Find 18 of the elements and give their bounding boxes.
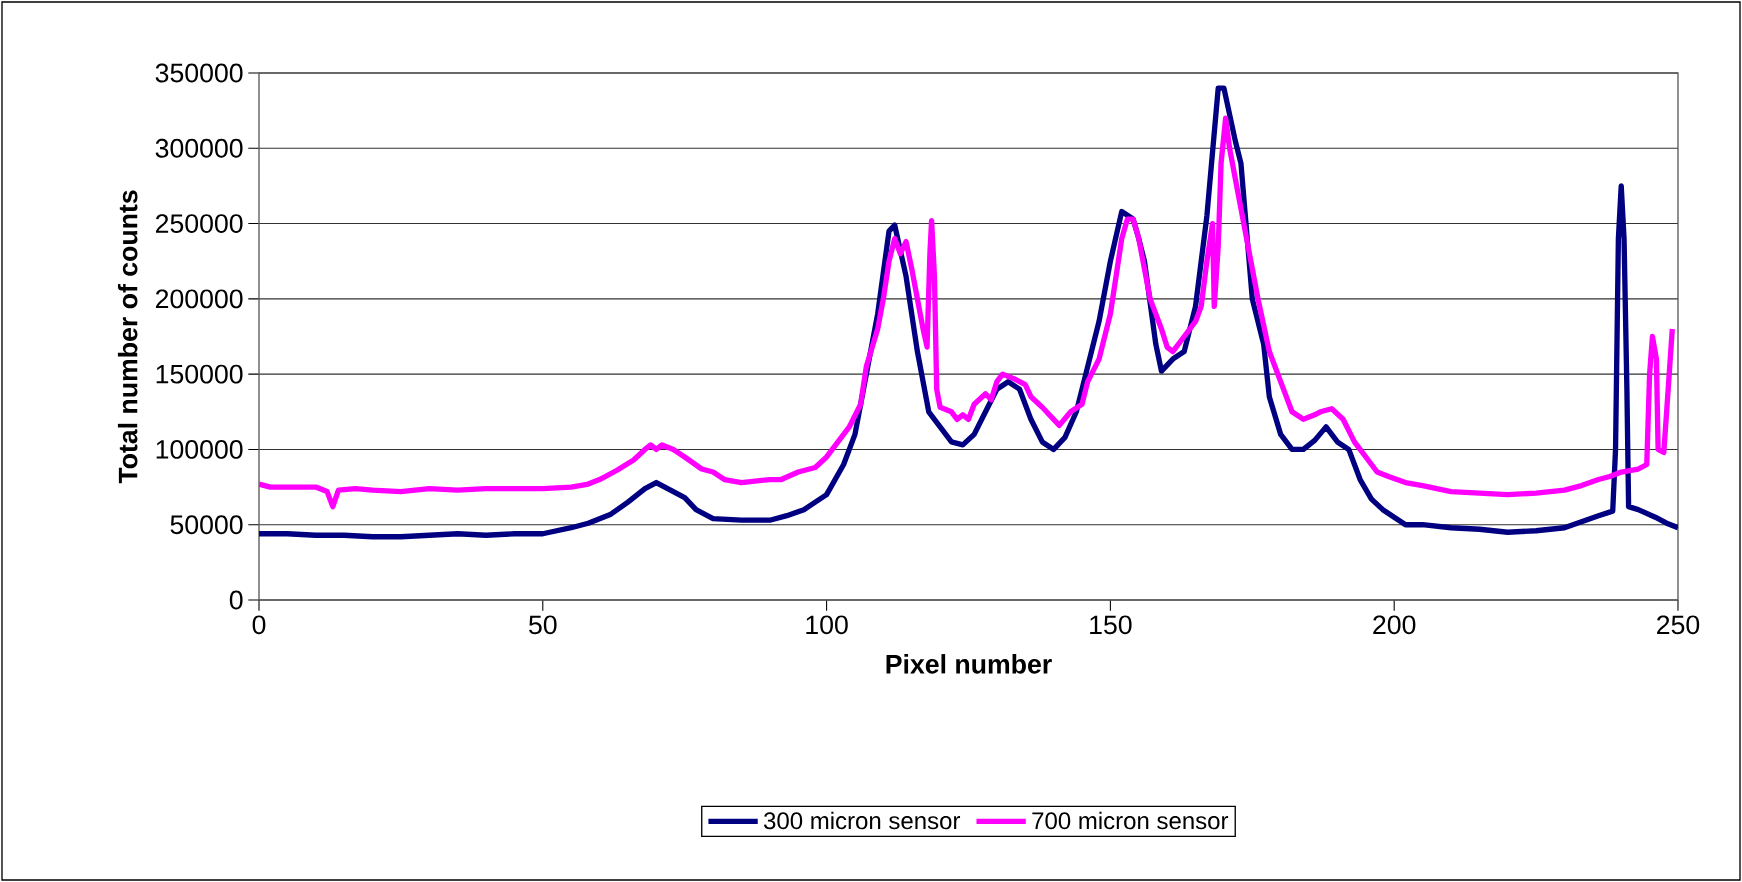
y-axis-title: Total number of counts (117, 190, 138, 484)
x-axis-title: Pixel number (886, 654, 1052, 674)
x-tick-label: 0 (252, 615, 266, 635)
y-tick-label: 300000 (155, 138, 243, 158)
legend-label: 700 micron sensor (1032, 811, 1229, 830)
y-tick-label: 100000 (156, 440, 243, 459)
x-tick-label: 200 (1373, 615, 1416, 635)
y-tick-label: 0 (229, 590, 243, 610)
x-tick-label: 150 (1090, 615, 1132, 635)
y-tick-label: 250000 (155, 214, 243, 234)
x-tick-label: 250 (1657, 615, 1700, 635)
y-tick-label: 200000 (155, 289, 243, 309)
legend-label: 300 micron sensor (763, 811, 961, 830)
x-tick-label: 50 (529, 615, 557, 635)
y-tick-label: 150000 (156, 364, 243, 384)
y-tick-label: 350000 (155, 63, 243, 83)
y-tick-label: 50000 (170, 515, 243, 535)
x-tick-label: 100 (806, 615, 848, 635)
